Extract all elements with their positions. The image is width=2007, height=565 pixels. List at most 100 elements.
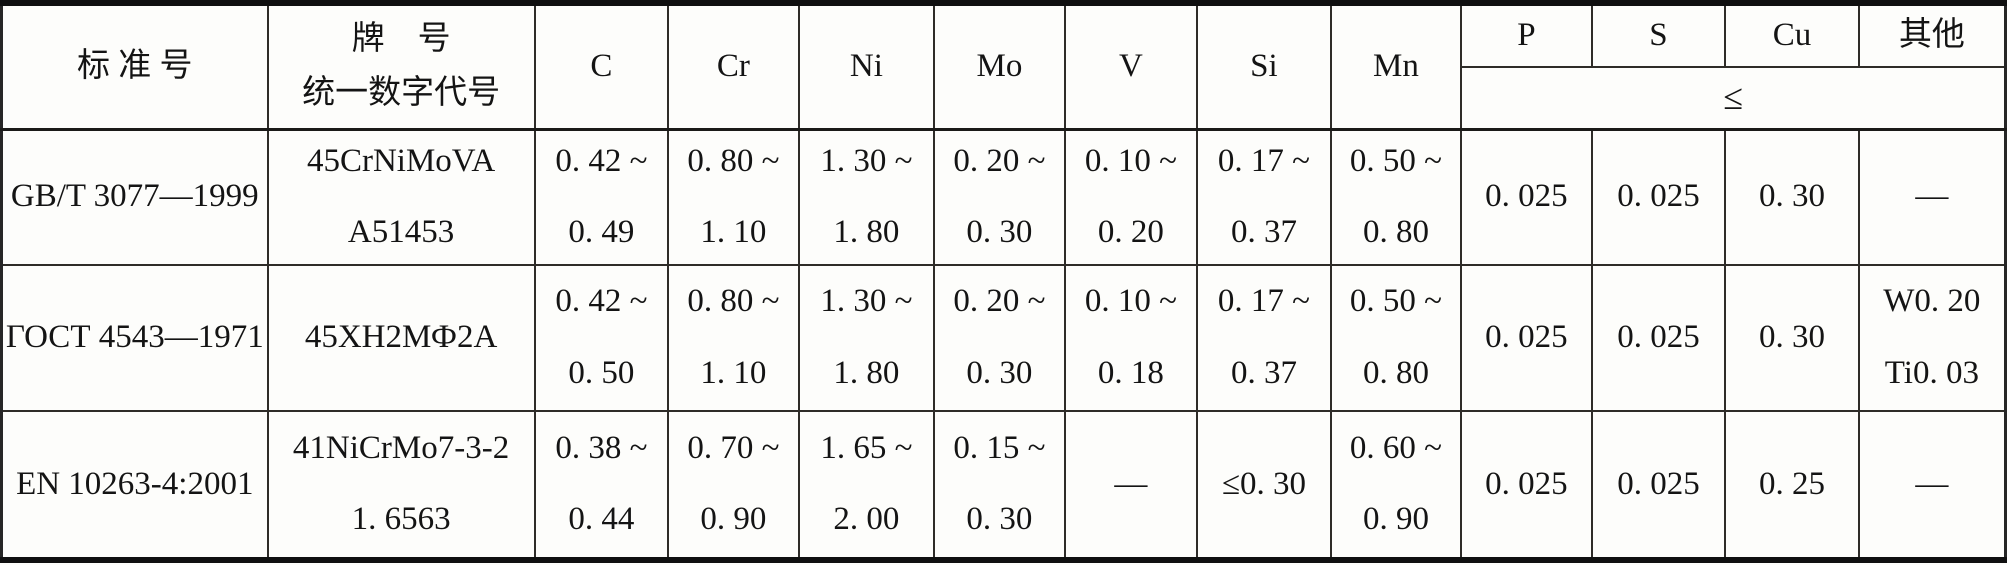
standard-number: EN 10263-4:2001 <box>16 465 254 502</box>
value-line: 0. 42 ~ <box>555 283 648 320</box>
cell-standard: ГОСТ 4543—1971 <box>0 263 269 412</box>
value-line: 0. 30 <box>1758 178 1825 215</box>
header-row-top: 标 准 号 牌 号 统一数字代号 C Cr Ni Mo V Si Mn P S … <box>0 2 2007 131</box>
cell-cu: 0. 30 <box>1724 128 1860 266</box>
header-cell-element-ni: Ni <box>797 2 936 131</box>
cell-mn: 0. 50 ~ 0. 80 <box>1329 263 1463 412</box>
grade-designation: 45ХН2МФ2А <box>304 319 498 356</box>
value-line: 1. 10 <box>700 214 767 251</box>
value-line: 0. 50 ~ <box>1349 142 1442 179</box>
value-line: 0. 37 <box>1230 354 1297 391</box>
cell-grade: 41NiCrMo7-3-2 1. 6563 <box>266 409 536 562</box>
value-line: W0. 20 <box>1883 283 1981 320</box>
value-line: 0. 17 ~ <box>1217 142 1310 179</box>
element-symbol: V <box>1118 47 1143 84</box>
header-grade-label: 牌 号 <box>351 21 451 58</box>
cell-other: — <box>1857 409 2007 562</box>
value-line: 0. 60 ~ <box>1349 429 1442 466</box>
value-line: 0. 10 ~ <box>1084 283 1177 320</box>
value-line: 0. 025 <box>1485 319 1568 356</box>
value-line: 0. 38 ~ <box>555 429 648 466</box>
cell-other: W0. 20 Ti0. 03 <box>1857 263 2007 412</box>
value-line: 0. 20 ~ <box>953 283 1046 320</box>
value-line: 0. 18 <box>1097 354 1164 391</box>
cell-cu: 0. 30 <box>1724 263 1860 412</box>
element-symbol: S <box>1649 17 1668 54</box>
value-line: 1. 30 ~ <box>820 142 913 179</box>
value-line: 0. 10 ~ <box>1084 142 1177 179</box>
value-line: 0. 025 <box>1485 178 1568 215</box>
cell-other: — <box>1857 128 2007 266</box>
element-symbol: P <box>1517 17 1536 54</box>
value-line: 1. 30 ~ <box>820 283 913 320</box>
cell-cr: 0. 80 ~ 1. 10 <box>667 128 800 266</box>
header-cell-element-v: V <box>1063 2 1199 131</box>
cell-s: 0. 025 <box>1590 128 1727 266</box>
value-line: 1. 80 <box>833 354 900 391</box>
value-line: 0. 20 <box>1097 214 1164 251</box>
header-grade-code-label: 统一数字代号 <box>302 74 501 111</box>
cell-si: 0. 17 ~ 0. 37 <box>1196 128 1332 266</box>
value-line: 0. 025 <box>1617 178 1700 215</box>
header-cell-element-cu: Cu <box>1724 2 1860 68</box>
value-line: 1. 10 <box>700 354 767 391</box>
header-cell-grade: 牌 号 统一数字代号 <box>266 2 536 131</box>
value-line: 0. 90 <box>700 501 767 538</box>
cell-mo: 0. 15 ~ 0. 30 <box>933 409 1066 562</box>
cell-si: ≤0. 30 <box>1196 409 1332 562</box>
cell-mo: 0. 20 ~ 0. 30 <box>933 128 1066 266</box>
cell-s: 0. 025 <box>1590 409 1727 562</box>
table-row: ГОСТ 4543—1971 45ХН2МФ2А 0. 42 ~ 0. 50 0.… <box>0 263 2007 412</box>
header-cell-element-cr: Cr <box>667 2 800 131</box>
value-line: 0. 37 <box>1230 214 1297 251</box>
cell-v: — <box>1063 409 1199 562</box>
less-equal-symbol: ≤ <box>1723 77 1743 118</box>
cell-si: 0. 17 ~ 0. 37 <box>1196 263 1332 412</box>
element-symbol: Mo <box>976 47 1023 84</box>
value-line: 0. 30 <box>966 354 1033 391</box>
header-cell-element-mo: Mo <box>933 2 1066 131</box>
value-line: ≤0. 30 <box>1221 465 1306 502</box>
value-line: 1. 80 <box>833 214 900 251</box>
standard-number: ГОСТ 4543—1971 <box>5 319 264 356</box>
grade-code: A51453 <box>347 214 455 251</box>
cell-cr: 0. 80 ~ 1. 10 <box>667 263 800 412</box>
value-line: 0. 50 <box>568 354 635 391</box>
value-line: 0. 025 <box>1485 465 1568 502</box>
value-line: — <box>1114 465 1148 502</box>
header-cell-max-limit: ≤ <box>1460 66 2007 131</box>
cell-mn: 0. 60 ~ 0. 90 <box>1329 409 1463 562</box>
cell-mo: 0. 20 ~ 0. 30 <box>933 263 1066 412</box>
value-line: 0. 30 <box>1758 319 1825 356</box>
element-symbol: Si <box>1250 47 1278 84</box>
cell-mn: 0. 50 ~ 0. 80 <box>1329 128 1463 266</box>
value-line: 0. 90 <box>1362 501 1429 538</box>
grade-code: 1. 6563 <box>351 501 451 538</box>
value-line: 0. 15 ~ <box>953 429 1046 466</box>
value-line: 0. 17 ~ <box>1217 283 1310 320</box>
element-symbol: Cu <box>1772 17 1812 54</box>
value-line: 0. 44 <box>568 501 635 538</box>
header-standard-label: 标 准 号 <box>77 47 193 84</box>
cell-ni: 1. 30 ~ 1. 80 <box>797 128 936 266</box>
table-row: EN 10263-4:2001 41NiCrMo7-3-2 1. 6563 0.… <box>0 409 2007 562</box>
cell-v: 0. 10 ~ 0. 20 <box>1063 128 1199 266</box>
cell-cr: 0. 70 ~ 0. 90 <box>667 409 800 562</box>
value-line: 0. 80 <box>1362 214 1429 251</box>
cell-p: 0. 025 <box>1460 409 1593 562</box>
grade-designation: 45CrNiMoVA <box>306 142 496 179</box>
value-line: — <box>1915 465 1949 502</box>
cell-grade: 45ХН2МФ2А <box>266 263 536 412</box>
element-symbol: C <box>590 47 613 84</box>
value-line: 0. 025 <box>1617 465 1700 502</box>
header-cell-element-mn: Mn <box>1329 2 1463 131</box>
cell-p: 0. 025 <box>1460 263 1593 412</box>
value-line: 0. 70 ~ <box>687 429 780 466</box>
value-line: 0. 25 <box>1758 465 1825 502</box>
value-line: 0. 50 ~ <box>1349 283 1442 320</box>
value-line: Ti0. 03 <box>1884 354 1979 391</box>
header-cell-element-s: S <box>1590 2 1727 68</box>
value-line: 0. 20 ~ <box>953 142 1046 179</box>
table-row: GB/T 3077—1999 45CrNiMoVA A51453 0. 42 ~… <box>0 128 2007 266</box>
cell-cu: 0. 25 <box>1724 409 1860 562</box>
